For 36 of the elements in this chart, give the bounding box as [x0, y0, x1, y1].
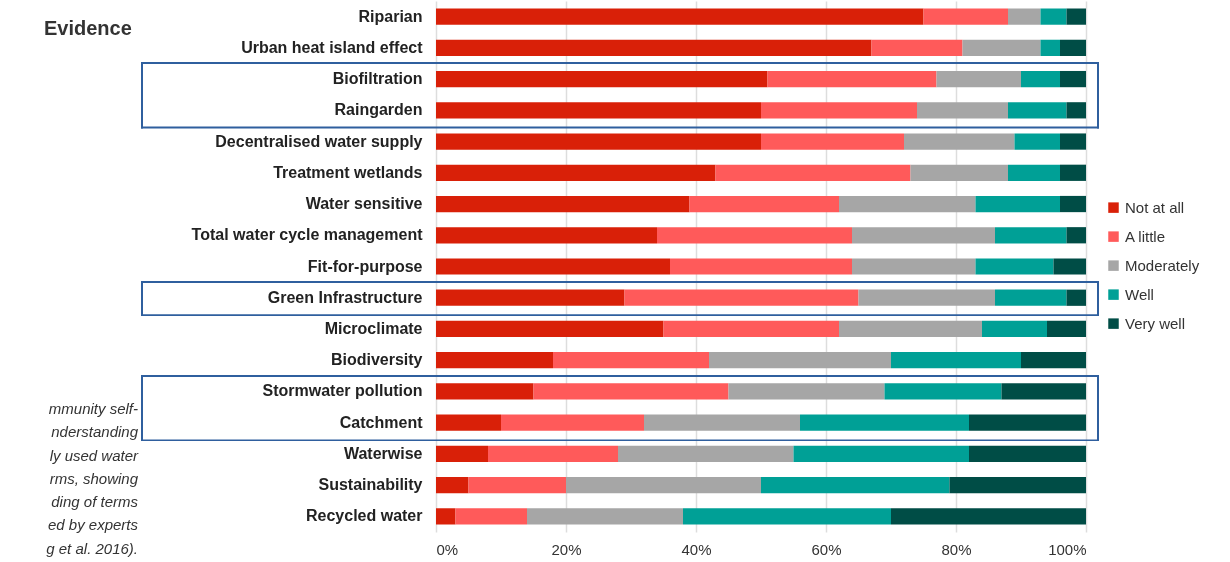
y-tick-label: Decentralised water supply: [215, 132, 423, 150]
y-tick-label: Riparian: [358, 7, 423, 25]
y-tick-label: Water sensitive: [305, 195, 423, 213]
x-tick-label: 100%: [1048, 540, 1087, 558]
legend-label: Not at all: [1125, 198, 1185, 216]
y-tick-label: Microclimate: [324, 319, 423, 337]
y-tick-label: Catchment: [339, 413, 424, 431]
text: ed by experts: [46, 515, 138, 536]
x-tick-label: 60%: [811, 540, 842, 558]
text: mmunity self-: [47, 399, 138, 419]
y-tick-label: Stormwater pollution: [262, 382, 423, 400]
x-tick-label: 80%: [941, 540, 972, 558]
y-tick-label: Treatment wetlands: [273, 163, 423, 181]
legend-label: A little: [1125, 227, 1166, 245]
x-tick-label: 40%: [681, 540, 712, 558]
legend-label: Very well: [1125, 314, 1186, 332]
y-tick-label: Fit-for-purpose: [307, 257, 423, 275]
y-tick-label: Waterwise: [343, 444, 423, 462]
text: ding of terms: [50, 492, 138, 513]
x-tick-label: 20%: [551, 540, 582, 558]
y-tick-label: Raingarden: [334, 101, 423, 119]
text: rms, showing: [48, 468, 138, 489]
text: nderstanding: [50, 422, 138, 443]
text: ly used water: [48, 445, 138, 466]
legend-label: Well: [1125, 285, 1154, 303]
y-tick-label: Green Infrastructure: [267, 288, 423, 306]
y-tick-label: Biofiltration: [332, 70, 423, 88]
text: Evidence: [44, 17, 132, 40]
y-tick-label: Biodiversity: [330, 351, 423, 369]
y-tick-label: Urban heat island effect: [241, 38, 424, 56]
x-tick-label: 0%: [436, 540, 459, 558]
text: g et al. 2016).: [46, 538, 138, 559]
y-tick-label: Total water cycle management: [191, 226, 424, 244]
y-tick-label: Recycled water: [305, 507, 423, 525]
legend-label: Moderately: [1125, 256, 1200, 274]
y-tick-label: Sustainability: [318, 476, 423, 494]
